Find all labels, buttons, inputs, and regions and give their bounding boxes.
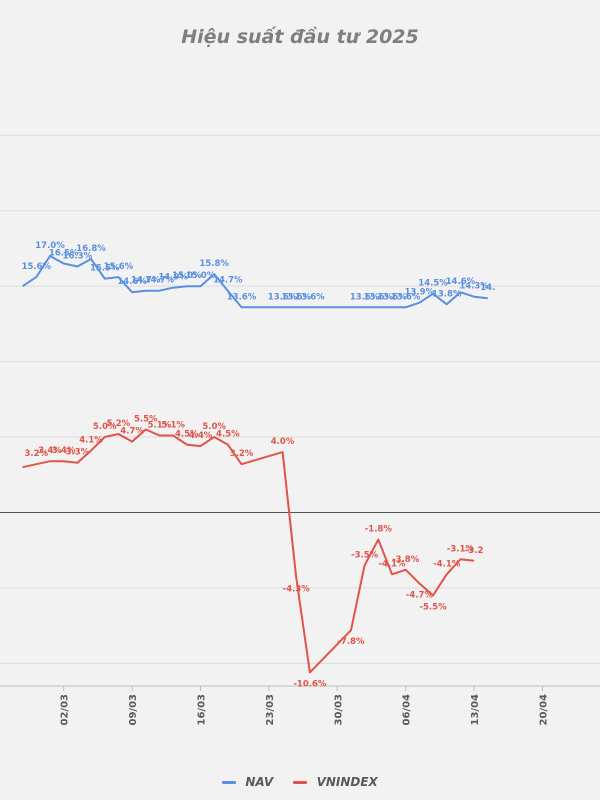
data-label: 15.0% — [172, 271, 202, 281]
data-label: 3.2% — [25, 449, 49, 459]
data-label: 17.0% — [35, 241, 65, 251]
data-label: 13.6% — [295, 292, 325, 302]
data-label: 13.6% — [350, 292, 380, 302]
data-label: -1.8% — [365, 525, 393, 535]
data-label: -3.1% — [447, 544, 475, 554]
data-label: 15.0% — [186, 271, 216, 281]
data-label: 13.6% — [281, 292, 311, 302]
data-label: 4.5% — [216, 430, 240, 440]
data-label: 14.5% — [418, 279, 448, 289]
x-tick-label: 20/04 — [538, 694, 549, 726]
data-label: 16.5% — [49, 249, 79, 259]
data-label: 14.6% — [117, 277, 147, 287]
data-label: 5.1% — [161, 421, 185, 431]
chart-legend: NAV VNINDEX — [0, 775, 600, 789]
data-label: 4.4% — [189, 431, 213, 441]
data-label: -7.8% — [337, 637, 365, 647]
data-label: 13.6% — [227, 292, 257, 302]
data-label: 4.5% — [175, 430, 199, 440]
x-tick-label: 16/03 — [196, 694, 207, 726]
data-label: 4.7% — [120, 427, 144, 437]
data-label: -4.1% — [433, 559, 461, 569]
series-line-vnindex — [22, 428, 475, 674]
legend-label-vnindex: VNINDEX — [316, 775, 378, 789]
data-label: 13.6% — [268, 292, 298, 302]
data-label: 13.9% — [405, 288, 435, 298]
data-label: -10.6% — [293, 679, 326, 689]
data-label: 5.5% — [134, 414, 158, 424]
data-label: 14.7% — [145, 276, 175, 286]
x-tick-label: 13/04 — [470, 694, 481, 726]
data-label: -3.5% — [351, 550, 379, 560]
data-label: 4.0% — [271, 437, 295, 447]
data-label: 14.9% — [158, 273, 188, 283]
data-label: 14.6% — [446, 277, 476, 287]
x-tick-label: 09/03 — [128, 694, 139, 726]
data-label: -4.7% — [406, 590, 434, 600]
data-label: 15.6% — [22, 262, 52, 272]
data-label: 13.6% — [364, 292, 394, 302]
legend-swatch-vnindex — [293, 781, 308, 784]
legend-item-nav[interactable]: NAV — [222, 775, 273, 789]
data-label: 14.3% — [459, 282, 489, 292]
data-label: 14.7% — [131, 276, 161, 286]
x-tick-label: 23/03 — [265, 694, 276, 726]
data-label: 4.1% — [79, 436, 103, 446]
data-label: 5.1% — [148, 421, 172, 431]
data-label: 13.8% — [432, 289, 462, 299]
data-label: 5.2% — [107, 419, 131, 429]
data-label: 13.6% — [391, 292, 421, 302]
x-tick-label: 30/03 — [333, 694, 344, 726]
data-label: 16.8% — [76, 244, 106, 254]
legend-swatch-nav — [222, 781, 237, 784]
x-tick-label: 06/04 — [402, 694, 413, 726]
data-label: 15.5% — [90, 264, 120, 274]
data-label: 3.2% — [230, 449, 254, 459]
data-label: 14.7% — [213, 276, 243, 286]
data-label: 5.0% — [202, 422, 226, 432]
data-label: -4.3% — [283, 584, 311, 594]
data-label: 3.4% — [52, 446, 76, 456]
data-label: 15.8% — [199, 259, 229, 269]
x-tick-label: 02/03 — [60, 694, 71, 726]
chart-title: Hiệu suất đầu tư 2025 — [181, 26, 419, 48]
legend-item-vnindex[interactable]: VNINDEX — [293, 775, 378, 789]
data-label: -5.5% — [419, 602, 447, 612]
data-label: 13.6% — [377, 292, 407, 302]
series-line-nav — [22, 255, 488, 309]
data-label: 16.3% — [63, 252, 93, 262]
data-label: -3.8% — [392, 555, 420, 565]
data-label: -3.2 — [465, 546, 484, 556]
data-label: 3.4% — [38, 446, 62, 456]
legend-label-nav: NAV — [245, 775, 274, 789]
data-label: -4.1% — [378, 559, 406, 569]
data-label: 5.0% — [93, 422, 117, 432]
data-label: 14. — [480, 283, 495, 293]
data-label: 3.3% — [66, 448, 90, 458]
data-label: 15.6% — [104, 262, 134, 272]
